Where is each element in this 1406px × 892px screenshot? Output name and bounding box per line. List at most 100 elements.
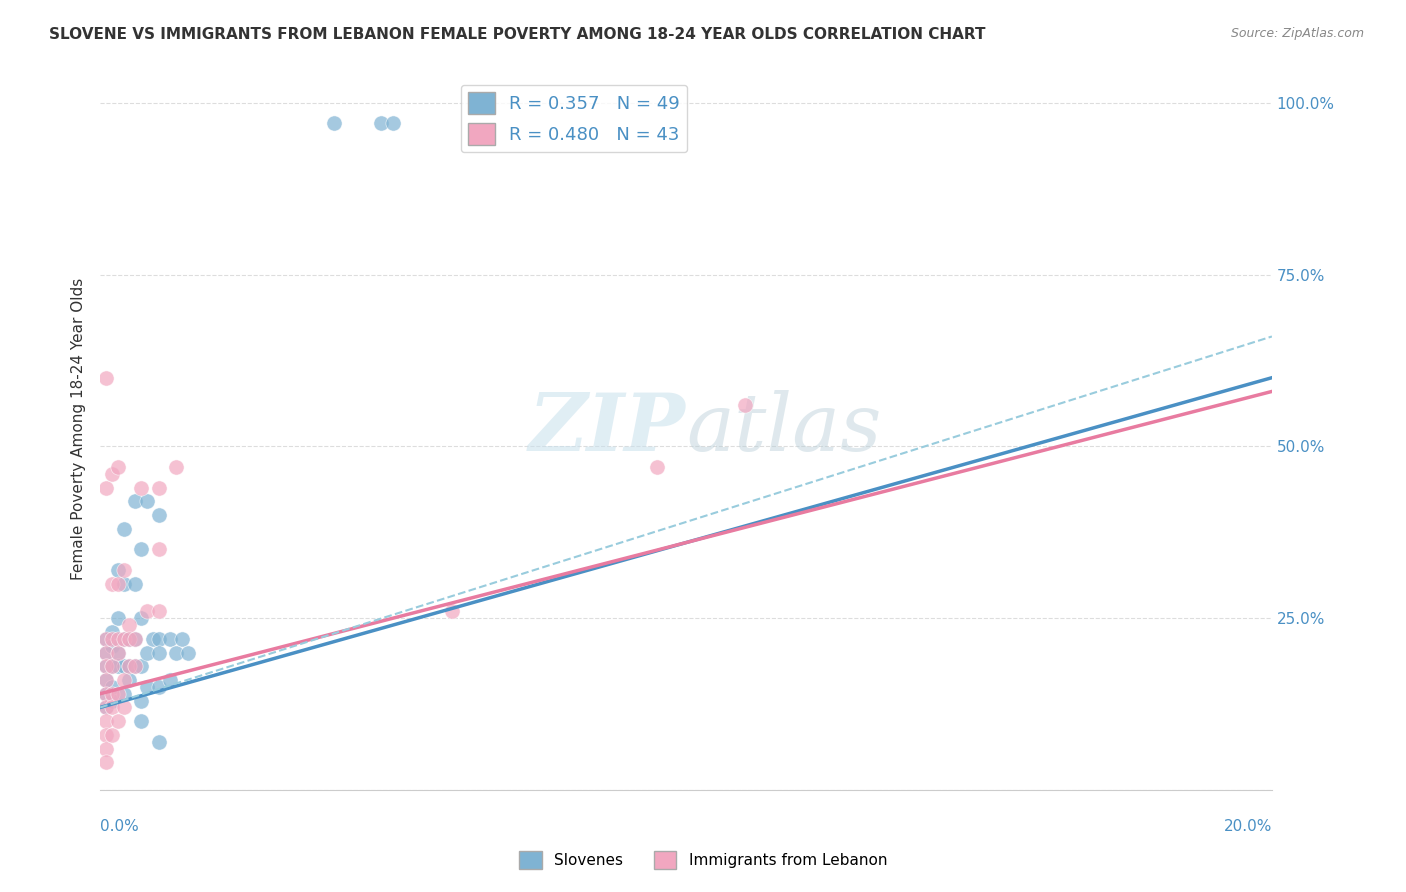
Point (112, 673, 135, 687)
Point (101, 639, 124, 653)
Point (323, 116, 346, 130)
Point (94, 700, 117, 714)
Point (165, 646, 187, 660)
Point (159, 673, 181, 687)
Point (734, 398, 756, 412)
Point (101, 659, 124, 673)
Point (118, 659, 141, 673)
Point (94, 700, 117, 714)
Text: SLOVENE VS IMMIGRANTS FROM LEBANON FEMALE POVERTY AMONG 18-24 YEAR OLDS CORRELAT: SLOVENE VS IMMIGRANTS FROM LEBANON FEMAL… (49, 27, 986, 42)
Point (118, 632, 141, 646)
Point (382, 116, 405, 130)
Point (94, 673, 117, 687)
Point (94, 741, 117, 756)
Legend: R = 0.357   N = 49, R = 0.480   N = 43: R = 0.357 N = 49, R = 0.480 N = 43 (461, 85, 688, 153)
Point (159, 632, 181, 646)
Point (124, 659, 146, 673)
Point (101, 700, 124, 714)
Point (129, 481, 152, 495)
Point (101, 467, 124, 481)
Point (165, 460, 187, 475)
Point (94, 687, 117, 701)
Point (107, 659, 129, 673)
Point (94, 632, 117, 646)
Point (129, 693, 152, 707)
Point (94, 714, 117, 729)
Text: ZIP: ZIP (529, 391, 686, 468)
Point (112, 576, 135, 591)
Point (107, 632, 129, 646)
Point (129, 611, 152, 625)
Point (101, 576, 124, 591)
Point (112, 632, 135, 646)
Point (440, 604, 463, 618)
Point (148, 604, 170, 618)
Point (101, 632, 124, 646)
Point (148, 508, 170, 522)
Point (101, 693, 124, 707)
Point (172, 632, 194, 646)
Point (107, 611, 129, 625)
Point (94, 370, 117, 384)
Point (645, 460, 668, 475)
Point (101, 728, 124, 742)
Point (94, 659, 117, 673)
Point (148, 632, 170, 646)
Point (101, 680, 124, 694)
Point (101, 624, 124, 639)
Point (101, 659, 124, 673)
Text: 20.0%: 20.0% (1223, 819, 1272, 834)
Point (136, 604, 159, 618)
Point (112, 563, 135, 577)
Point (94, 646, 117, 660)
Point (124, 576, 146, 591)
Y-axis label: Female Poverty Among 18-24 Year Olds: Female Poverty Among 18-24 Year Olds (72, 278, 86, 581)
Point (94, 673, 117, 687)
Point (148, 735, 170, 749)
Point (370, 116, 392, 130)
Point (107, 563, 129, 577)
Point (148, 542, 170, 557)
Point (124, 632, 146, 646)
Point (124, 659, 146, 673)
Point (112, 522, 135, 536)
Point (112, 687, 135, 701)
Point (118, 673, 141, 687)
Point (136, 494, 159, 508)
Point (101, 687, 124, 701)
Point (94, 646, 117, 660)
Legend: Slovenes, Immigrants from Lebanon: Slovenes, Immigrants from Lebanon (513, 845, 893, 875)
Point (136, 680, 159, 694)
Point (118, 618, 141, 632)
Point (107, 646, 129, 660)
Point (118, 632, 141, 646)
Point (94, 632, 117, 646)
Text: 0.0%: 0.0% (100, 819, 139, 834)
Point (124, 632, 146, 646)
Text: Source: ZipAtlas.com: Source: ZipAtlas.com (1230, 27, 1364, 40)
Point (107, 687, 129, 701)
Point (94, 659, 117, 673)
Point (107, 646, 129, 660)
Point (148, 680, 170, 694)
Point (94, 687, 117, 701)
Point (107, 576, 129, 591)
Point (112, 700, 135, 714)
Point (94, 481, 117, 495)
Point (148, 646, 170, 660)
Point (112, 659, 135, 673)
Point (177, 646, 200, 660)
Point (112, 632, 135, 646)
Point (124, 494, 146, 508)
Point (94, 756, 117, 770)
Point (118, 659, 141, 673)
Point (129, 659, 152, 673)
Text: atlas: atlas (686, 391, 882, 468)
Point (136, 646, 159, 660)
Point (142, 632, 165, 646)
Point (148, 481, 170, 495)
Point (129, 542, 152, 557)
Point (94, 728, 117, 742)
Point (129, 714, 152, 729)
Point (107, 714, 129, 729)
